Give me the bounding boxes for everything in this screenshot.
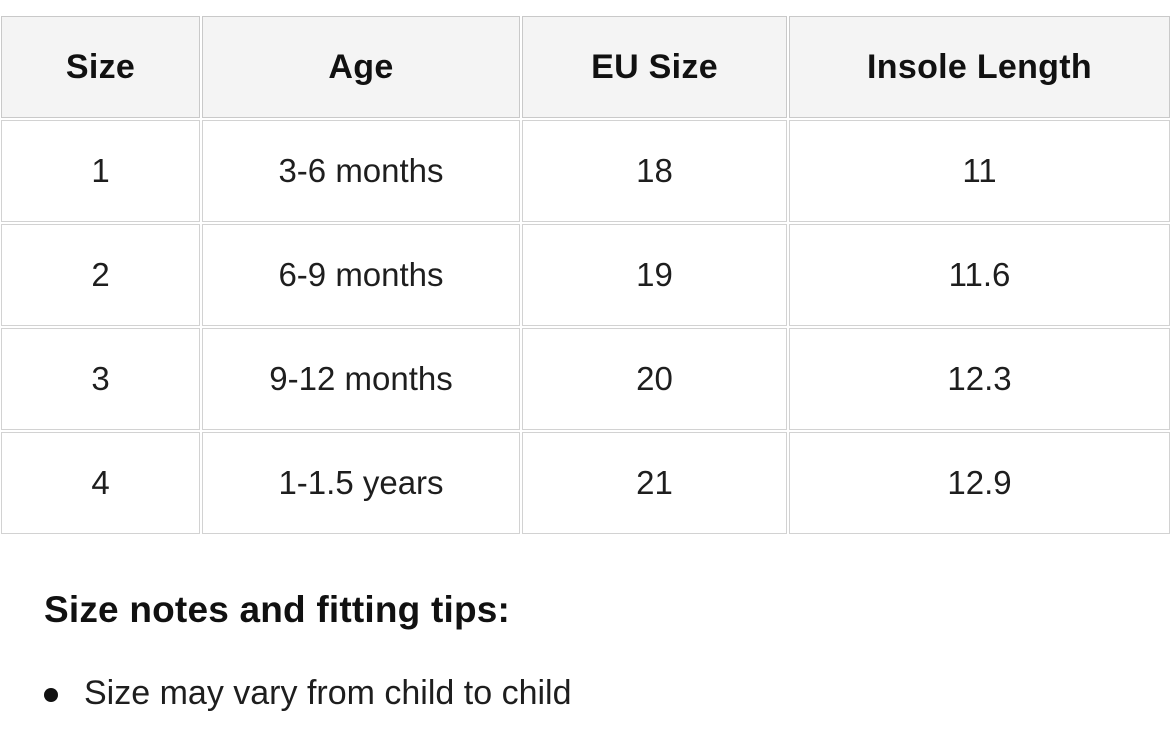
table-row: 3 9-12 months 20 12.3 bbox=[1, 328, 1170, 430]
table-row: 1 3-6 months 18 11 bbox=[1, 120, 1170, 222]
cell-age: 3-6 months bbox=[202, 120, 520, 222]
size-guide-page: Size Age EU Size Insole Length 1 3-6 mon… bbox=[0, 14, 1170, 731]
cell-eu-size: 20 bbox=[522, 328, 787, 430]
cell-insole-length: 11 bbox=[789, 120, 1170, 222]
size-notes-section: Size notes and fitting tips: Size may va… bbox=[0, 588, 1170, 715]
column-header-size: Size bbox=[1, 16, 200, 118]
list-item: Size may vary from child to child bbox=[44, 672, 1130, 715]
size-chart-table: Size Age EU Size Insole Length 1 3-6 mon… bbox=[0, 14, 1170, 536]
column-header-eu-size: EU Size bbox=[522, 16, 787, 118]
cell-insole-length: 12.3 bbox=[789, 328, 1170, 430]
notes-heading: Size notes and fitting tips: bbox=[44, 589, 511, 630]
cell-insole-length: 12.9 bbox=[789, 432, 1170, 534]
cell-age: 6-9 months bbox=[202, 224, 520, 326]
cell-size: 3 bbox=[1, 328, 200, 430]
cell-age: 9-12 months bbox=[202, 328, 520, 430]
table-header-row: Size Age EU Size Insole Length bbox=[1, 16, 1170, 118]
cell-size: 4 bbox=[1, 432, 200, 534]
column-header-age: Age bbox=[202, 16, 520, 118]
table-row: 2 6-9 months 19 11.6 bbox=[1, 224, 1170, 326]
table-row: 4 1-1.5 years 21 12.9 bbox=[1, 432, 1170, 534]
cell-eu-size: 18 bbox=[522, 120, 787, 222]
note-text: Size may vary from child to child bbox=[84, 674, 572, 713]
notes-list: Size may vary from child to child bbox=[44, 672, 1130, 715]
cell-eu-size: 19 bbox=[522, 224, 787, 326]
cell-age: 1-1.5 years bbox=[202, 432, 520, 534]
bullet-icon bbox=[44, 687, 58, 702]
column-header-insole-length: Insole Length bbox=[789, 16, 1170, 118]
cell-size: 1 bbox=[1, 120, 200, 222]
cell-size: 2 bbox=[1, 224, 200, 326]
cell-eu-size: 21 bbox=[522, 432, 787, 534]
cell-insole-length: 11.6 bbox=[789, 224, 1170, 326]
